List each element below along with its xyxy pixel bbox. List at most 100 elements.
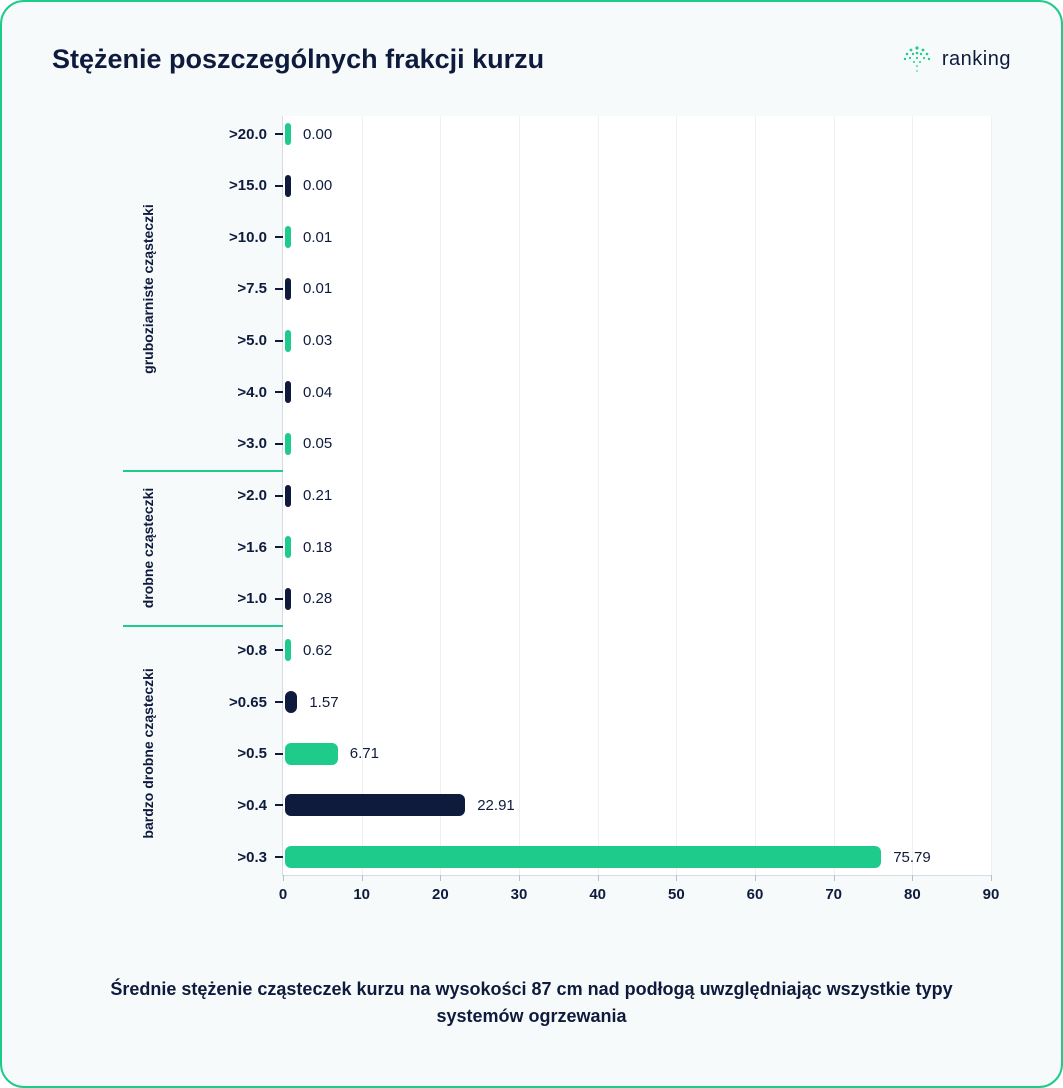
bar-value-label: 0.05 — [303, 435, 332, 452]
xtick-mark — [440, 875, 441, 881]
group-label: gruboziarniste cząsteczki — [128, 124, 168, 454]
xtick-mark — [519, 875, 520, 881]
ytick-mark — [275, 495, 283, 497]
ytick-mark — [275, 598, 283, 600]
xtick-mark — [991, 875, 992, 881]
logo-text: ranking — [942, 48, 1011, 71]
chart-title: Stężenie poszczególnych frakcji kurzu — [52, 44, 544, 75]
bar-value-label: 1.57 — [309, 694, 338, 711]
bar — [285, 278, 291, 300]
bar-value-label: 6.71 — [350, 745, 379, 762]
xtick-label: 60 — [747, 886, 764, 903]
y-axis-label: >7.5 — [197, 280, 267, 297]
ytick-mark — [275, 236, 283, 238]
bar — [285, 743, 338, 765]
bar-value-label: 22.91 — [477, 797, 515, 814]
bar-value-label: 0.04 — [303, 384, 332, 401]
bar-row: >2.00.21 — [283, 483, 991, 509]
logo: ranking — [900, 42, 1011, 76]
bar — [285, 330, 291, 352]
gridline — [991, 116, 992, 875]
xtick-label: 40 — [589, 886, 606, 903]
chart-area: 0102030405060708090>20.00.00>15.00.00>10… — [202, 116, 991, 926]
y-axis-label: >5.0 — [197, 332, 267, 349]
ytick-mark — [275, 288, 283, 290]
bar-row: >5.00.03 — [283, 328, 991, 354]
ytick-mark — [275, 546, 283, 548]
bar-value-label: 0.03 — [303, 332, 332, 349]
bar — [285, 691, 297, 713]
bar-value-label: 0.28 — [303, 590, 332, 607]
bar-row: >0.56.71 — [283, 741, 991, 767]
y-axis-label: >0.3 — [197, 849, 267, 866]
group-divider — [123, 625, 283, 627]
bar-row: >15.00.00 — [283, 173, 991, 199]
bar-row: >0.422.91 — [283, 792, 991, 818]
bar — [285, 846, 881, 868]
y-axis-label: >0.8 — [197, 642, 267, 659]
y-axis-label: >2.0 — [197, 487, 267, 504]
xtick-label: 70 — [825, 886, 842, 903]
xtick-mark — [834, 875, 835, 881]
ytick-mark — [275, 185, 283, 187]
bar-value-label: 0.62 — [303, 642, 332, 659]
y-axis-label: >1.0 — [197, 590, 267, 607]
xtick-label: 30 — [511, 886, 528, 903]
bar-row: >0.375.79 — [283, 844, 991, 870]
y-axis-label: >3.0 — [197, 435, 267, 452]
bar-value-label: 0.00 — [303, 177, 332, 194]
bar-value-label: 0.00 — [303, 126, 332, 143]
header: Stężenie poszczególnych frakcji kurzu — [52, 42, 1011, 76]
xtick-mark — [676, 875, 677, 881]
xtick-label: 50 — [668, 886, 685, 903]
bar-value-label: 0.21 — [303, 487, 332, 504]
bar — [285, 381, 291, 403]
y-axis-label: >10.0 — [197, 229, 267, 246]
bar-value-label: 0.18 — [303, 539, 332, 556]
bar-value-label: 0.01 — [303, 229, 332, 246]
group-label: bardzo drobne cząsteczki — [128, 640, 168, 867]
group-label: drobne cząsteczki — [128, 486, 168, 609]
ytick-mark — [275, 443, 283, 445]
xtick-label: 10 — [353, 886, 370, 903]
y-axis-label: >4.0 — [197, 384, 267, 401]
bar — [285, 588, 291, 610]
bar-row: >20.00.00 — [283, 121, 991, 147]
logo-icon — [900, 42, 934, 76]
xtick-mark — [598, 875, 599, 881]
chart-card: Stężenie poszczególnych frakcji kurzu — [0, 0, 1063, 1088]
y-axis-label: >0.4 — [197, 797, 267, 814]
bar-row: >1.00.28 — [283, 586, 991, 612]
bar — [285, 433, 291, 455]
bar-row: >0.80.62 — [283, 637, 991, 663]
bar-row: >0.651.57 — [283, 689, 991, 715]
bar-value-label: 0.01 — [303, 280, 332, 297]
y-axis-label: >0.5 — [197, 745, 267, 762]
xtick-mark — [912, 875, 913, 881]
bar — [285, 226, 291, 248]
y-axis-label: >15.0 — [197, 177, 267, 194]
ytick-mark — [275, 133, 283, 135]
bar — [285, 536, 291, 558]
ytick-mark — [275, 649, 283, 651]
bar — [285, 639, 291, 661]
ytick-mark — [275, 701, 283, 703]
ytick-mark — [275, 856, 283, 858]
xtick-label: 80 — [904, 886, 921, 903]
ytick-mark — [275, 804, 283, 806]
plot-region: 0102030405060708090>20.00.00>15.00.00>10… — [282, 116, 991, 876]
bar-row: >3.00.05 — [283, 431, 991, 457]
ytick-mark — [275, 753, 283, 755]
chart-caption: Średnie stężenie cząsteczek kurzu na wys… — [52, 976, 1011, 1030]
xtick-label: 20 — [432, 886, 449, 903]
bar — [285, 175, 291, 197]
ytick-mark — [275, 391, 283, 393]
bar-row: >7.50.01 — [283, 276, 991, 302]
group-divider — [123, 470, 283, 472]
ytick-mark — [275, 340, 283, 342]
bar-row: >1.60.18 — [283, 534, 991, 560]
xtick-mark — [755, 875, 756, 881]
y-axis-label: >20.0 — [197, 126, 267, 143]
xtick-label: 90 — [983, 886, 1000, 903]
y-axis-label: >0.65 — [197, 694, 267, 711]
